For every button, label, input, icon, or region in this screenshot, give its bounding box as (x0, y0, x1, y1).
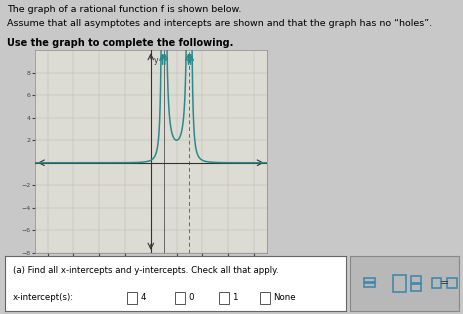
Bar (392, 275, 405, 292)
Bar (260, 292, 269, 304)
Bar (219, 292, 229, 304)
Bar (411, 284, 420, 291)
Bar (175, 292, 184, 304)
Text: None: None (273, 293, 295, 302)
Bar (364, 278, 375, 282)
Text: y: y (154, 56, 158, 65)
Text: =: = (438, 279, 448, 288)
Text: 4: 4 (140, 293, 145, 302)
Text: Assume that all asymptotes and intercepts are shown and that the graph has no “h: Assume that all asymptotes and intercept… (7, 19, 431, 28)
Text: Use the graph to complete the following.: Use the graph to complete the following. (7, 38, 233, 48)
Bar (446, 279, 456, 288)
Text: 1: 1 (232, 293, 238, 302)
Bar (431, 279, 440, 288)
Text: (a) Find all x-intercepts and y-intercepts. Check all that apply.: (a) Find all x-intercepts and y-intercep… (13, 266, 278, 275)
Text: The graph of a rational function f is shown below.: The graph of a rational function f is sh… (7, 5, 241, 14)
Bar (364, 283, 375, 287)
Text: x-intercept(s):: x-intercept(s): (13, 293, 74, 302)
Bar (411, 276, 420, 283)
Bar (127, 292, 137, 304)
Text: 0: 0 (188, 293, 193, 302)
